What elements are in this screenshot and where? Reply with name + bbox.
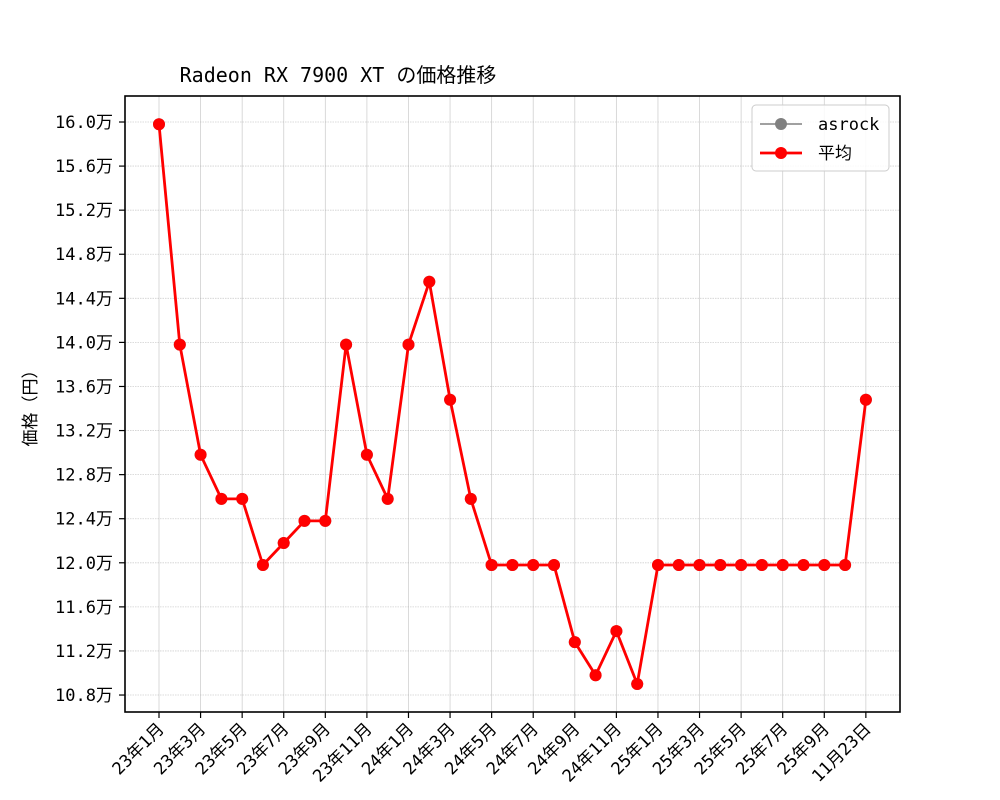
y-tick-label: 14.0万 [55, 333, 113, 353]
y-tick-label: 12.0万 [55, 554, 113, 574]
series-average [153, 118, 872, 690]
y-tick-label: 13.6万 [55, 377, 113, 397]
legend: asrock 平均 [751, 104, 890, 172]
y-tick-label: 14.4万 [55, 289, 113, 309]
legend-label-asrock: asrock [818, 115, 879, 135]
y-tick-label: 12.4万 [55, 510, 113, 530]
data-point [714, 559, 727, 571]
y-tick-label: 16.0万 [55, 113, 113, 133]
data-point [485, 559, 498, 571]
data-point [381, 492, 394, 505]
data-point [672, 559, 685, 571]
data-point [568, 636, 581, 649]
data-point [464, 492, 477, 505]
data-point [153, 118, 165, 131]
legend-marker-asrock [775, 118, 787, 130]
y-tick-label: 15.2万 [55, 201, 113, 221]
data-point [319, 514, 332, 527]
data-point [256, 559, 269, 571]
legend-marker-average [775, 147, 787, 159]
data-point [589, 669, 602, 682]
data-point [818, 559, 831, 571]
data-point [444, 393, 457, 406]
data-point [527, 559, 540, 571]
data-point [755, 559, 768, 571]
data-point [735, 559, 748, 571]
data-point [548, 559, 560, 571]
data-point [506, 559, 519, 571]
series-layer [153, 118, 872, 690]
y-tick-label: 15.6万 [55, 157, 113, 177]
y-axis: 10.8万 11.2万 11.6万 12.0万 12.4万 12.8万 13.2万 13.6万… [55, 113, 125, 706]
data-point [423, 275, 436, 288]
y-tick-label: 14.8万 [55, 245, 113, 265]
data-point [340, 338, 353, 351]
legend-item-average: 平均 [760, 144, 852, 164]
y-tick-label: 10.8万 [55, 686, 113, 706]
y-axis-label: 価格（円） [21, 362, 41, 447]
data-point [859, 393, 872, 406]
data-point [776, 559, 789, 571]
y-tick-label: 11.2万 [55, 642, 113, 662]
data-point [797, 559, 810, 571]
data-point [360, 448, 373, 461]
grid-lines [125, 96, 900, 712]
legend-label-average: 平均 [818, 144, 852, 164]
data-point [277, 537, 290, 549]
data-point [693, 559, 706, 571]
data-point [194, 448, 207, 461]
y-tick-label: 11.6万 [55, 598, 113, 618]
data-point [652, 559, 664, 571]
data-point [631, 678, 644, 690]
data-point [298, 514, 311, 527]
data-point [839, 559, 852, 571]
legend-item-asrock: asrock [760, 115, 879, 135]
chart-title: Radeon RX 7900 XT の価格推移 [180, 63, 497, 87]
plot-frame [124, 95, 901, 713]
y-tick-label: 13.2万 [55, 422, 113, 442]
y-tick-label: 12.8万 [55, 466, 113, 486]
data-point [236, 492, 249, 505]
data-point [215, 492, 228, 505]
data-point [610, 625, 623, 638]
data-point [173, 338, 186, 351]
data-point [402, 338, 415, 351]
